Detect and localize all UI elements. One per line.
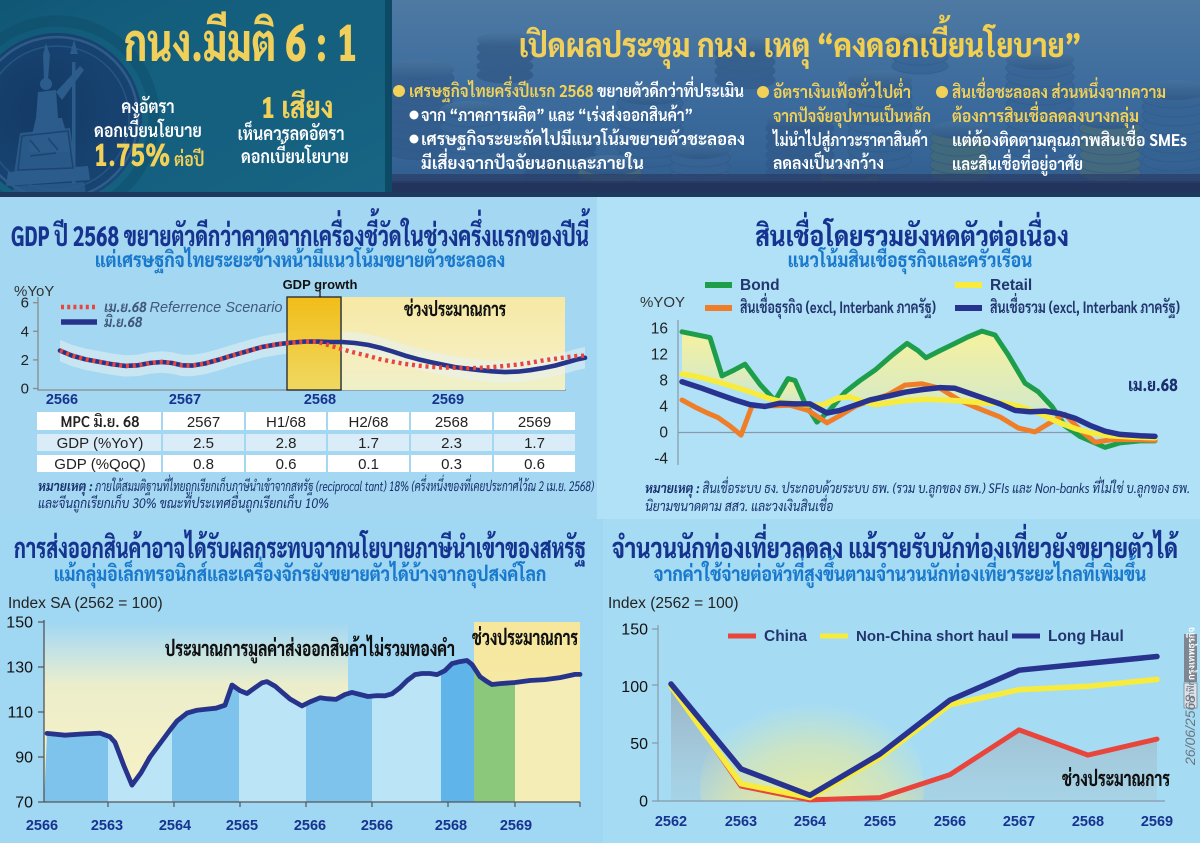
svg-text:0.6: 0.6 [524, 456, 545, 473]
svg-text:Long Haul: Long Haul [1048, 628, 1124, 645]
svg-text:1.7: 1.7 [524, 435, 545, 452]
svg-text:0.1: 0.1 [358, 456, 379, 473]
svg-text:4: 4 [21, 323, 29, 340]
svg-text:2566: 2566 [934, 814, 966, 830]
svg-text:2569: 2569 [518, 414, 551, 431]
svg-text:2569: 2569 [500, 818, 532, 834]
svg-text:1.7: 1.7 [358, 435, 379, 452]
svg-text:2567: 2567 [187, 414, 220, 431]
svg-text:26/06/2568: 26/06/2568 [1182, 695, 1198, 766]
svg-text:2564: 2564 [794, 814, 826, 830]
svg-text:2.3: 2.3 [441, 435, 462, 452]
svg-text:2566: 2566 [361, 818, 393, 834]
svg-text:2568: 2568 [435, 818, 467, 834]
svg-text:2.8: 2.8 [276, 435, 297, 452]
svg-text:0: 0 [659, 425, 668, 442]
svg-text:GDP growth: GDP growth [283, 277, 358, 292]
svg-text:GDP (%QoQ): GDP (%QoQ) [54, 456, 145, 473]
svg-text:%YOY: %YOY [640, 294, 685, 311]
svg-text:2569: 2569 [1141, 814, 1173, 830]
svg-text:0: 0 [21, 381, 29, 398]
svg-text:H1/68: H1/68 [266, 414, 306, 431]
svg-text:2568: 2568 [304, 392, 336, 408]
svg-text:2567: 2567 [169, 392, 201, 408]
svg-text:2565: 2565 [226, 818, 258, 834]
svg-text:2569: 2569 [432, 392, 464, 408]
svg-text:2566: 2566 [294, 818, 326, 834]
svg-text:150: 150 [621, 621, 648, 638]
svg-text:2564: 2564 [159, 818, 191, 834]
svg-text:16: 16 [651, 321, 668, 338]
svg-text:2568: 2568 [1072, 814, 1104, 830]
svg-text:130: 130 [6, 660, 33, 677]
svg-text:70: 70 [15, 795, 33, 812]
svg-text:0.8: 0.8 [193, 456, 214, 473]
svg-text:100: 100 [621, 679, 648, 696]
svg-text:4: 4 [659, 399, 668, 416]
svg-text:China: China [764, 628, 807, 645]
svg-text:0.3: 0.3 [441, 456, 462, 473]
svg-text:2568: 2568 [435, 414, 468, 431]
svg-text:2: 2 [21, 352, 29, 369]
svg-text:Bond: Bond [740, 277, 780, 294]
svg-text:8: 8 [659, 373, 668, 390]
svg-text:110: 110 [7, 705, 33, 722]
svg-text:50: 50 [630, 736, 648, 753]
svg-text:0: 0 [639, 794, 648, 811]
svg-text:2566: 2566 [26, 818, 58, 834]
svg-text:GDP (%YoY): GDP (%YoY) [57, 435, 144, 452]
svg-text:Non-China short haul: Non-China short haul [856, 628, 1009, 645]
svg-text:6: 6 [21, 295, 29, 312]
svg-text:Retail: Retail [990, 277, 1032, 294]
svg-text:2565: 2565 [864, 814, 896, 830]
svg-text:2566: 2566 [46, 392, 78, 408]
svg-text:%YoY: %YoY [14, 283, 54, 300]
svg-text:2567: 2567 [1003, 814, 1035, 830]
svg-text:150: 150 [6, 615, 33, 632]
svg-text:2563: 2563 [725, 814, 757, 830]
svg-text:-4: -4 [654, 451, 668, 468]
svg-text:2563: 2563 [91, 818, 123, 834]
svg-text:Index (2562 = 100): Index (2562 = 100) [608, 595, 739, 612]
svg-text:Index SA (2562 = 100): Index SA (2562 = 100) [8, 595, 163, 612]
svg-text:90: 90 [15, 750, 33, 767]
svg-text:H2/68: H2/68 [348, 414, 388, 431]
svg-text:Referrence Scenario: Referrence Scenario [150, 300, 283, 316]
svg-text:12: 12 [651, 347, 668, 364]
svg-text:2562: 2562 [655, 814, 687, 830]
svg-text:0.6: 0.6 [276, 456, 297, 473]
svg-text:2.5: 2.5 [193, 435, 214, 452]
